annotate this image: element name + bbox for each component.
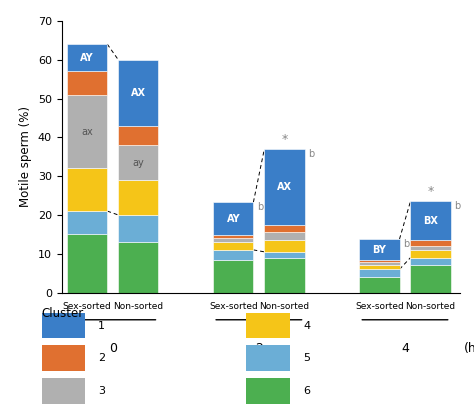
Text: 2: 2 (98, 353, 105, 363)
Bar (410, 240, 451, 246)
Bar (213, 202, 254, 235)
Text: *: * (281, 133, 288, 146)
Text: 0: 0 (109, 342, 117, 354)
Bar (264, 240, 304, 252)
Bar (118, 180, 158, 215)
Text: 4: 4 (401, 342, 409, 354)
Bar (67, 168, 107, 211)
Bar (410, 257, 451, 265)
Text: b: b (308, 149, 314, 159)
Text: *: * (428, 185, 434, 198)
Bar (118, 215, 158, 242)
Bar (118, 242, 158, 293)
FancyBboxPatch shape (246, 345, 290, 371)
Bar (67, 234, 107, 293)
Bar (213, 242, 254, 250)
Text: b: b (257, 202, 263, 212)
Bar (410, 246, 451, 250)
Bar (67, 94, 107, 168)
Bar (213, 260, 254, 293)
Bar (359, 277, 400, 293)
Text: b: b (403, 239, 410, 249)
Text: (hr): (hr) (464, 342, 474, 354)
Bar (359, 265, 400, 269)
Bar (264, 252, 304, 257)
Bar (264, 225, 304, 232)
FancyBboxPatch shape (42, 313, 85, 339)
Text: 4: 4 (303, 321, 310, 331)
Bar (264, 149, 304, 225)
Text: AY: AY (81, 53, 94, 63)
Bar (410, 250, 451, 257)
Text: ax: ax (82, 127, 93, 137)
Y-axis label: Motile sperm (%): Motile sperm (%) (19, 106, 32, 207)
FancyBboxPatch shape (42, 378, 85, 404)
Bar (213, 238, 254, 242)
Text: 6: 6 (303, 386, 310, 396)
Bar (359, 239, 400, 260)
Text: Cluster: Cluster (42, 307, 84, 320)
Text: 3: 3 (98, 386, 105, 396)
Text: 1: 1 (98, 321, 105, 331)
Bar (213, 235, 254, 238)
Text: 2: 2 (255, 342, 263, 354)
Bar (410, 265, 451, 293)
FancyBboxPatch shape (246, 378, 290, 404)
Bar (67, 211, 107, 234)
Bar (118, 145, 158, 180)
FancyBboxPatch shape (246, 313, 290, 339)
Text: ay: ay (132, 158, 144, 168)
Bar (118, 126, 158, 145)
Text: 5: 5 (303, 353, 310, 363)
Bar (264, 257, 304, 293)
Bar (67, 71, 107, 94)
Bar (67, 44, 107, 71)
Bar (410, 201, 451, 240)
Bar (118, 60, 158, 126)
Text: BX: BX (423, 216, 438, 226)
Bar (359, 260, 400, 263)
Bar (264, 232, 304, 240)
Bar (359, 269, 400, 277)
Bar (213, 250, 254, 260)
FancyBboxPatch shape (42, 345, 85, 371)
Text: AX: AX (131, 88, 146, 98)
Bar (359, 263, 400, 265)
Text: AY: AY (227, 214, 240, 224)
Text: b: b (454, 201, 461, 212)
Text: BY: BY (373, 245, 386, 255)
Text: AX: AX (277, 182, 292, 192)
